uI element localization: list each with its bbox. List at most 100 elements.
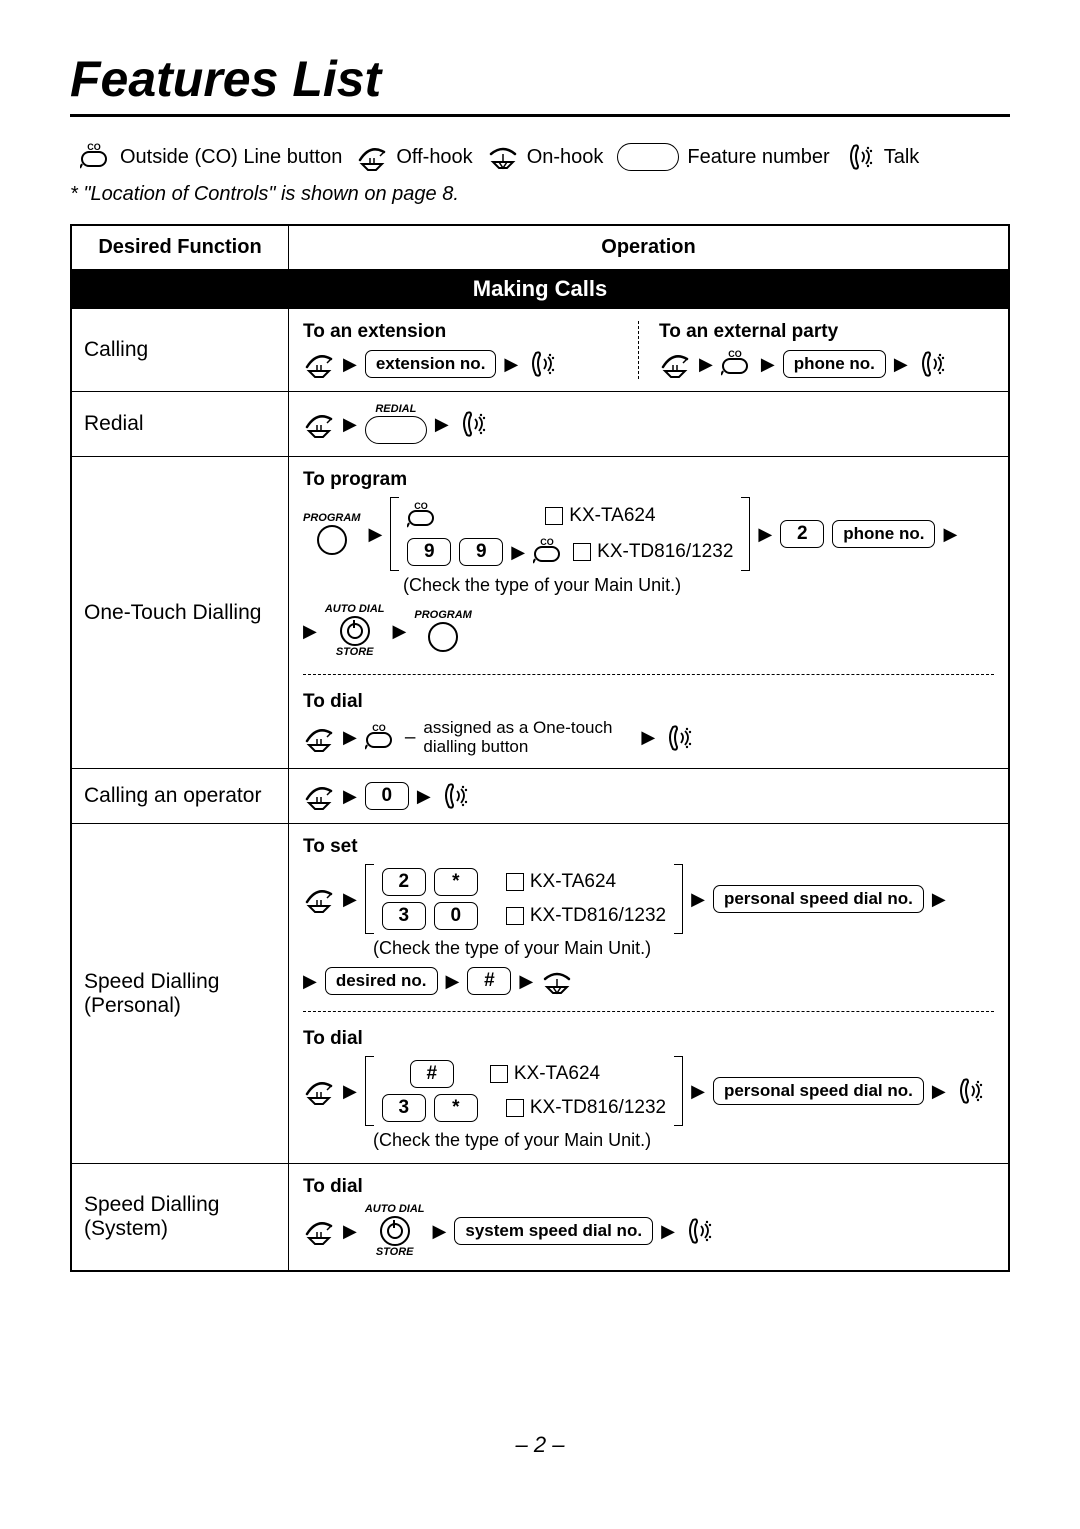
arrow-icon: ▶ bbox=[417, 786, 431, 807]
talk-icon bbox=[683, 1216, 715, 1246]
checkbox-icon bbox=[506, 873, 524, 891]
program-label: PROGRAM bbox=[303, 513, 360, 524]
key-9: 9 bbox=[459, 538, 503, 566]
on-hook-icon bbox=[487, 142, 519, 172]
program-button bbox=[317, 525, 347, 555]
arrow-icon: ▶ bbox=[932, 889, 946, 910]
check-note: (Check the type of your Main Unit.) bbox=[403, 575, 994, 596]
talk-icon bbox=[663, 723, 695, 753]
arrow-icon: ▶ bbox=[343, 889, 357, 910]
arrow-icon: ▶ bbox=[435, 414, 449, 435]
co-line-icon bbox=[533, 537, 565, 567]
kxtd-label: KX-TD816/1232 bbox=[530, 905, 666, 926]
kxta-label: KX-TA624 bbox=[514, 1063, 600, 1084]
arrow-icon: ▶ bbox=[691, 1081, 705, 1102]
arrow-icon: ▶ bbox=[699, 354, 713, 375]
psd-no-key: personal speed dial no. bbox=[713, 885, 924, 913]
co-line-icon bbox=[80, 142, 112, 172]
phone-no-key: phone no. bbox=[832, 520, 935, 548]
arrow-icon: ▶ bbox=[393, 621, 407, 642]
kxta-label: KX-TA624 bbox=[569, 505, 655, 526]
onetouch-dial-title: To dial bbox=[303, 691, 994, 713]
key-0: 0 bbox=[434, 902, 478, 930]
desired-no-key: desired no. bbox=[325, 967, 438, 995]
psd-no-key: personal speed dial no. bbox=[713, 1077, 924, 1105]
check-note: (Check the type of your Main Unit.) bbox=[373, 938, 994, 959]
legend-co: Outside (CO) Line button bbox=[120, 141, 342, 173]
header-desired: Desired Function bbox=[71, 225, 289, 270]
checkbox-icon bbox=[490, 1065, 508, 1083]
on-hook-icon bbox=[541, 967, 573, 995]
talk-icon bbox=[844, 142, 876, 172]
talk-icon bbox=[916, 349, 948, 379]
program-label: PROGRAM bbox=[414, 610, 471, 621]
co-line-icon bbox=[721, 349, 753, 379]
redial-label: REDIAL bbox=[375, 404, 416, 415]
arrow-icon: ▶ bbox=[303, 621, 317, 642]
bracket-group: KX-TA624 9 9 ▶ KX-TD816/1232 bbox=[390, 497, 750, 571]
sp-dial-title: To dial bbox=[303, 1028, 994, 1050]
extension-no-key: extension no. bbox=[365, 350, 497, 378]
off-hook-icon bbox=[303, 723, 335, 753]
kxtd-label: KX-TD816/1232 bbox=[597, 541, 733, 562]
key-2: 2 bbox=[780, 520, 824, 548]
arrow-icon: ▶ bbox=[343, 727, 357, 748]
co-line-icon bbox=[407, 501, 439, 531]
autodial-label: AUTO DIAL bbox=[325, 604, 385, 615]
key-hash: # bbox=[467, 967, 511, 995]
divider bbox=[303, 674, 994, 675]
off-hook-icon bbox=[303, 884, 335, 914]
arrow-icon: ▶ bbox=[343, 1081, 357, 1102]
autodial-button bbox=[340, 616, 370, 646]
section-making-calls: Making Calls bbox=[71, 270, 1009, 309]
key-3: 3 bbox=[382, 1094, 426, 1122]
legend-onhook: On-hook bbox=[527, 141, 604, 173]
arrow-icon: ▶ bbox=[761, 354, 775, 375]
assigned-note: assigned as a One-touch dialling button bbox=[423, 719, 633, 756]
calling-ext-title: To an extension bbox=[303, 321, 628, 343]
talk-icon bbox=[439, 781, 471, 811]
key-3: 3 bbox=[382, 902, 426, 930]
fn-redial: Redial bbox=[71, 392, 289, 457]
legend-feature: Feature number bbox=[687, 141, 829, 173]
key-0: 0 bbox=[365, 782, 409, 810]
program-button bbox=[428, 622, 458, 652]
talk-icon bbox=[526, 349, 558, 379]
onetouch-program-title: To program bbox=[303, 469, 994, 491]
off-hook-icon bbox=[303, 349, 335, 379]
dash: – bbox=[405, 727, 416, 749]
header-operation: Operation bbox=[289, 225, 1010, 270]
checkbox-icon bbox=[573, 543, 591, 561]
calling-party-title: To an external party bbox=[659, 321, 984, 343]
features-table: Desired Function Operation Making Calls … bbox=[70, 224, 1010, 1272]
fn-speed-personal: Speed Dialling (Personal) bbox=[71, 824, 289, 1164]
store-label: STORE bbox=[376, 1247, 414, 1258]
arrow-icon: ▶ bbox=[343, 414, 357, 435]
arrow-icon: ▶ bbox=[641, 727, 655, 748]
checkbox-icon bbox=[506, 1099, 524, 1117]
off-hook-icon bbox=[303, 1076, 335, 1106]
feature-number-icon bbox=[617, 143, 679, 171]
talk-icon bbox=[457, 409, 489, 439]
kxtd-label: KX-TD816/1232 bbox=[530, 1097, 666, 1118]
arrow-icon: ▶ bbox=[504, 354, 518, 375]
arrow-icon: ▶ bbox=[511, 542, 525, 563]
arrow-icon: ▶ bbox=[943, 524, 957, 545]
key-hash: # bbox=[410, 1060, 454, 1088]
off-hook-icon bbox=[356, 142, 388, 172]
arrow-icon: ▶ bbox=[433, 1221, 447, 1242]
check-note: (Check the type of your Main Unit.) bbox=[373, 1130, 994, 1151]
bracket-group: 2 * KX-TA624 3 0 KX-TD816/1232 bbox=[365, 864, 683, 934]
legend-talk: Talk bbox=[884, 141, 920, 173]
page-title: Features List bbox=[70, 50, 1010, 117]
arrow-icon: ▶ bbox=[303, 971, 317, 992]
arrow-icon: ▶ bbox=[519, 971, 533, 992]
checkbox-icon bbox=[506, 907, 524, 925]
arrow-icon: ▶ bbox=[343, 354, 357, 375]
arrow-icon: ▶ bbox=[894, 354, 908, 375]
key-9: 9 bbox=[407, 538, 451, 566]
fn-calling: Calling bbox=[71, 309, 289, 392]
off-hook-icon bbox=[303, 781, 335, 811]
arrow-icon: ▶ bbox=[691, 889, 705, 910]
off-hook-icon bbox=[303, 1216, 335, 1246]
